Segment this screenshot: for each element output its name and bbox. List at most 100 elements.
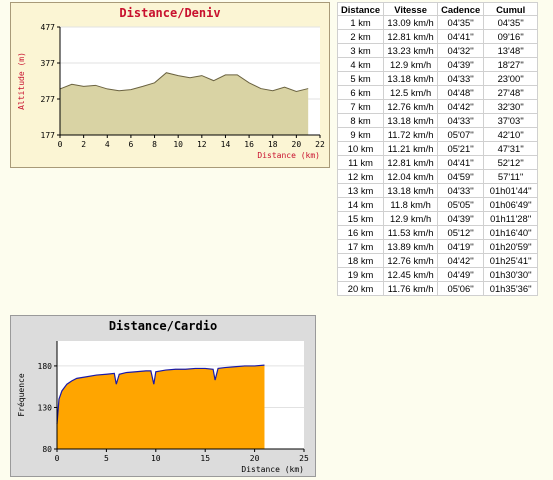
table-row: 14 km 11.8 km/h 05'05'' 01h06'49'' [336, 197, 539, 212]
y-tick-label: 80 [42, 445, 52, 454]
y-tick-label: 377 [41, 59, 56, 68]
split-cumul: 42'10'' [483, 127, 539, 142]
x-tick-label: 20 [292, 140, 302, 149]
split-distance: 5 km [336, 71, 385, 86]
x-tick-label: 15 [200, 454, 210, 463]
y-axis-label: Altitude (m) [17, 52, 26, 110]
split-speed: 12.45 km/h [383, 267, 439, 282]
split-cadence: 05'12'' [437, 225, 485, 240]
split-cadence: 04'39'' [437, 211, 485, 226]
table-row: 10 km 11.21 km/h 05'21'' 47'31'' [336, 141, 539, 156]
series-line [56, 364, 265, 425]
split-cumul: 01h06'49'' [483, 197, 539, 212]
split-distance: 20 km [336, 281, 385, 296]
split-speed: 11.76 km/h [383, 281, 439, 296]
split-cumul: 01h01'44'' [483, 183, 539, 198]
x-tick-label: 4 [105, 140, 110, 149]
split-cumul: 32'30'' [483, 99, 539, 114]
y-axis-label: Fréquence [16, 373, 26, 417]
split-speed: 12.81 km/h [383, 155, 439, 170]
split-cumul: 23'00'' [483, 71, 539, 86]
split-speed: 13.18 km/h [383, 71, 439, 86]
split-cadence: 05'07'' [437, 127, 485, 142]
table-row: 3 km 13.23 km/h 04'32'' 13'48'' [336, 43, 539, 58]
series-area [57, 365, 265, 449]
y-tick-label: 277 [41, 95, 56, 104]
split-distance: 12 km [336, 169, 385, 184]
table-row: 7 km 12.76 km/h 04'42'' 32'30'' [336, 99, 539, 114]
split-distance: 1 km [336, 15, 385, 30]
altitude-chart-panel: Distance/Deniv 0 2 4 6 8 10 12 14 16 18 20 22 177 277… [10, 2, 330, 168]
split-cumul: 01h25'41'' [483, 253, 539, 268]
header-speed: Vitesse [383, 2, 439, 16]
split-cumul: 01h11'28'' [483, 211, 539, 226]
y-tick-label: 177 [41, 131, 56, 140]
x-axis-label: Distance (km) [257, 151, 320, 160]
split-cumul: 09'16'' [483, 29, 539, 44]
split-cadence: 04'49'' [437, 267, 485, 282]
split-distance: 18 km [336, 253, 385, 268]
split-distance: 9 km [336, 127, 385, 142]
x-tick-label: 10 [151, 454, 161, 463]
split-cadence: 05'06'' [437, 281, 485, 296]
header-cadence: Cadence [437, 2, 485, 16]
altitude-chart: 0 2 4 6 8 10 12 14 16 18 20 22 177 277 377 477 Distance … [17, 23, 325, 160]
split-speed: 12.04 km/h [383, 169, 439, 184]
table-row: 9 km 11.72 km/h 05'07'' 42'10'' [336, 127, 539, 142]
split-cadence: 04'42'' [437, 253, 485, 268]
split-cumul: 52'12'' [483, 155, 539, 170]
split-speed: 11.8 km/h [383, 197, 439, 212]
split-cadence: 04'32'' [437, 43, 485, 58]
split-cadence: 04'48'' [437, 85, 485, 100]
x-tick-label: 8 [152, 140, 157, 149]
split-cumul: 27'48'' [483, 85, 539, 100]
table-row: 5 km 13.18 km/h 04'33'' 23'00'' [336, 71, 539, 86]
split-distance: 4 km [336, 57, 385, 72]
x-tick-label: 20 [250, 454, 260, 463]
split-cumul: 01h16'40'' [483, 225, 539, 240]
x-tick-label: 12 [197, 140, 207, 149]
split-speed: 13.18 km/h [383, 113, 439, 128]
splits-header-row: Distance Vitesse Cadence Cumul [336, 2, 539, 16]
split-cadence: 04'33'' [437, 71, 485, 86]
split-cadence: 04'33'' [437, 113, 485, 128]
split-speed: 11.53 km/h [383, 225, 439, 240]
x-tick-label: 18 [268, 140, 278, 149]
x-axis-label: Distance (km) [241, 465, 304, 474]
split-cumul: 47'31'' [483, 141, 539, 156]
x-tick-label: 6 [128, 140, 133, 149]
split-distance: 19 km [336, 267, 385, 282]
split-speed: 13.89 km/h [383, 239, 439, 254]
split-speed: 12.76 km/h [383, 99, 439, 114]
table-row: 6 km 12.5 km/h 04'48'' 27'48'' [336, 85, 539, 100]
series-line [59, 72, 309, 92]
split-speed: 12.76 km/h [383, 253, 439, 268]
split-cadence: 04'35'' [437, 15, 485, 30]
split-distance: 3 km [336, 43, 385, 58]
split-cadence: 04'39'' [437, 57, 485, 72]
split-distance: 11 km [336, 155, 385, 170]
split-cadence: 05'05'' [437, 197, 485, 212]
split-distance: 8 km [336, 113, 385, 128]
split-distance: 14 km [336, 197, 385, 212]
split-cadence: 04'41'' [437, 155, 485, 170]
table-row: 16 km 11.53 km/h 05'12'' 01h16'40'' [336, 225, 539, 240]
cardio-chart-panel: Distance/Cardio 0 5 10 15 20 25 80 130 180 Distan… [10, 315, 316, 477]
split-speed: 13.23 km/h [383, 43, 439, 58]
cardio-chart: 0 5 10 15 20 25 80 130 180 Distance (km) Fréquence [16, 341, 309, 474]
x-tick-label: 14 [221, 140, 231, 149]
y-tick-label: 180 [38, 362, 53, 371]
x-tick-label: 10 [173, 140, 183, 149]
split-speed: 12.9 km/h [383, 211, 439, 226]
split-distance: 10 km [336, 141, 385, 156]
split-distance: 15 km [336, 211, 385, 226]
split-speed: 12.81 km/h [383, 29, 439, 44]
y-tick-label: 477 [41, 23, 56, 32]
split-distance: 13 km [336, 183, 385, 198]
table-row: 19 km 12.45 km/h 04'49'' 01h30'30'' [336, 267, 539, 282]
x-tick-label: 0 [55, 454, 60, 463]
split-speed: 11.72 km/h [383, 127, 439, 142]
split-cumul: 37'03'' [483, 113, 539, 128]
splits-table: Distance Vitesse Cadence Cumul 1 km 13.09… [336, 2, 539, 296]
split-speed: 13.09 km/h [383, 15, 439, 30]
